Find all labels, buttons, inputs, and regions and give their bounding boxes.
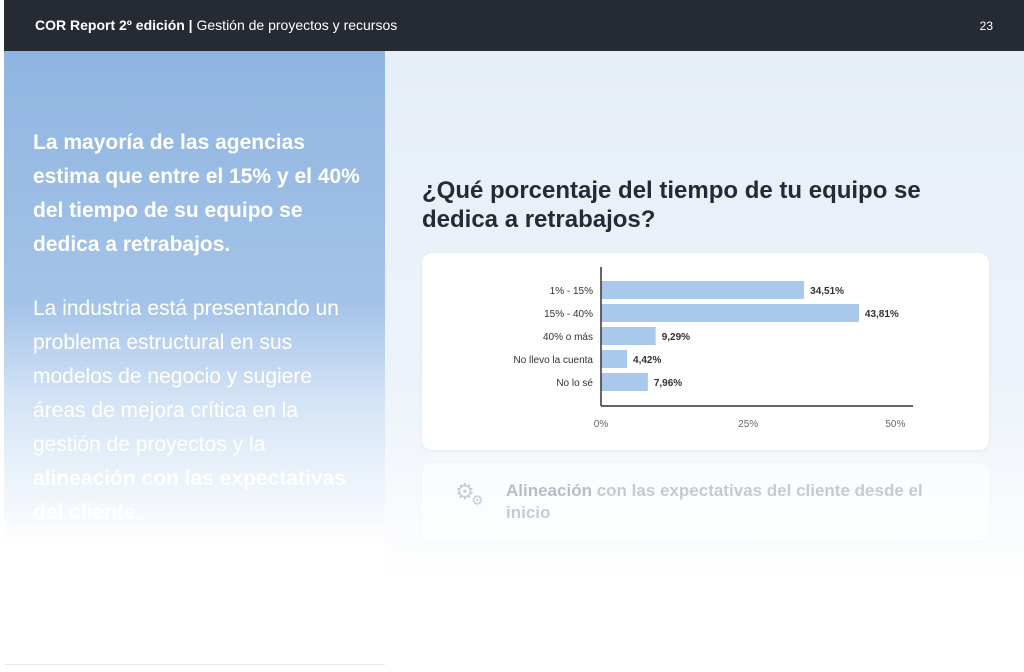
bar-2 bbox=[601, 327, 656, 345]
left-summary-panel: La mayoría de las agencias estima que en… bbox=[4, 51, 385, 611]
value-label-1: 43,81% bbox=[865, 309, 899, 320]
small-gear-icon: ⚙ bbox=[471, 492, 484, 508]
gears-icon: ⚙ bbox=[455, 479, 475, 504]
x-tick-label-2: 50% bbox=[885, 419, 905, 430]
page-number: 23 bbox=[979, 19, 993, 33]
bar-4 bbox=[601, 373, 648, 391]
x-tick-label-0: 0% bbox=[594, 419, 609, 430]
bar-3 bbox=[601, 350, 628, 368]
category-label-1: 15% - 40% bbox=[544, 309, 593, 320]
category-label-0: 1% - 15% bbox=[550, 286, 593, 297]
category-label-3: No llevo la cuenta bbox=[514, 355, 594, 366]
bar-0 bbox=[601, 281, 805, 299]
x-tick-label-1: 25% bbox=[738, 419, 758, 430]
value-label-3: 4,42% bbox=[633, 355, 661, 366]
report-title: COR Report 2º edición | Gestión de proye… bbox=[35, 17, 397, 33]
value-label-4: 7,96% bbox=[654, 378, 682, 389]
report-title-bold: COR Report 2º edición | bbox=[35, 17, 193, 33]
report-header: COR Report 2º edición | Gestión de proye… bbox=[4, 0, 1024, 51]
insight-bold: Alineación bbox=[506, 481, 592, 500]
summary-body: La industria está presentando un problem… bbox=[33, 292, 353, 530]
value-label-2: 9,29% bbox=[662, 332, 690, 343]
report-subtitle: Gestión de proyectos y recursos bbox=[196, 17, 398, 33]
category-label-4: No lo sé bbox=[556, 378, 593, 389]
insight-rest: con las expectativas del cliente desde e… bbox=[506, 481, 923, 522]
right-chart-panel: ¿Qué porcentaje del tiempo de tu equipo … bbox=[385, 51, 1024, 611]
summary-body-bold: alineación con las expectativas del clie… bbox=[33, 467, 346, 524]
chart-card: 1% - 15% 34,51% 15% - 40% 43,81% 40% o más 9,… bbox=[422, 253, 989, 450]
category-label-2: 40% o más bbox=[543, 332, 593, 343]
bar-1 bbox=[601, 304, 859, 322]
bar-chart: 1% - 15% 34,51% 15% - 40% 43,81% 40% o más 9,… bbox=[514, 267, 913, 430]
insight-text: Alineación con las expectativas del clie… bbox=[506, 480, 926, 524]
insight-card: ⚙ ⚙ Alineación con las expectativas del … bbox=[422, 463, 989, 541]
chart-question: ¿Qué porcentaje del tiempo de tu equipo … bbox=[422, 177, 921, 233]
summary-headline: La mayoría de las agencias estima que en… bbox=[33, 131, 360, 256]
summary-body-text: La industria está presentando un problem… bbox=[33, 297, 339, 456]
value-label-0: 34,51% bbox=[810, 286, 844, 297]
bottom-divider bbox=[4, 664, 385, 665]
